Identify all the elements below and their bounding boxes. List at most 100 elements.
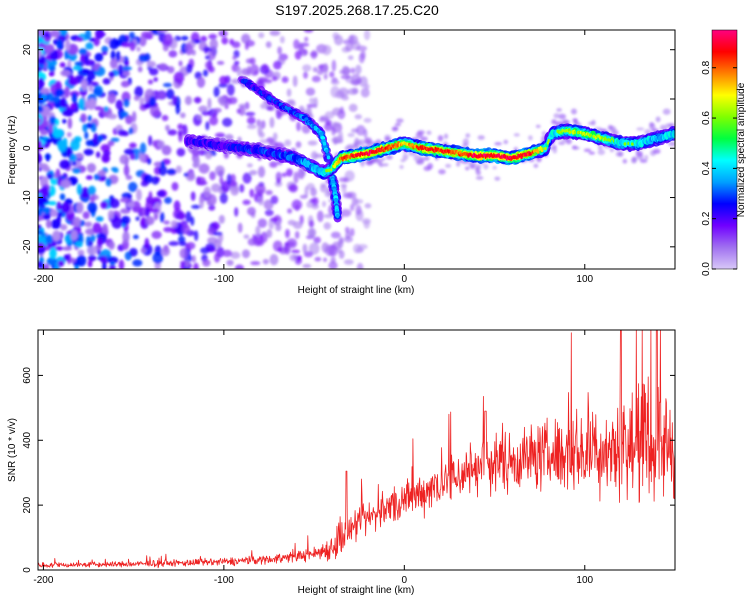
spectrogram-noise-blob — [101, 51, 108, 56]
spectrogram-noise-blob — [198, 163, 210, 174]
spectrogram-noise-blob — [349, 228, 355, 237]
spectrogram-halo-blob — [615, 151, 622, 157]
spectrogram-noise-blob — [219, 176, 224, 185]
spectrogram-noise-blob — [175, 165, 182, 174]
spectrogram-noise-blob — [49, 49, 59, 61]
spectrogram-noise-blob — [303, 71, 308, 79]
spectrogram-noise-blob — [84, 59, 96, 66]
spectrogram-noise-blob — [85, 139, 93, 147]
spectrogram-noise-blob — [222, 117, 233, 127]
spectrogram-noise-blob — [118, 259, 125, 269]
spectrogram-noise-blob — [209, 171, 216, 181]
spectrogram-noise-blob — [177, 236, 186, 243]
y-tick-label: 600 — [22, 367, 33, 384]
spectrogram-noise-blob — [269, 116, 275, 129]
spectrogram-noise-blob — [256, 119, 261, 127]
spectrogram-noise-blob — [193, 157, 201, 167]
spectrogram-noise-blob — [62, 246, 73, 251]
spectrogram-noise-blob — [50, 83, 56, 94]
spectrogram-noise-blob — [40, 87, 50, 94]
spectrogram-noise-blob — [60, 97, 67, 109]
spectrogram-noise-blob — [194, 230, 199, 242]
spectrogram-noise-blob — [321, 200, 327, 208]
spectrogram-noise-blob — [340, 208, 352, 217]
spectrogram-noise-blob — [277, 247, 283, 252]
spectrogram-noise-blob — [347, 88, 359, 95]
spectrogram-noise-blob — [139, 142, 147, 155]
spectrogram-noise-blob — [129, 247, 138, 257]
spectrogram-noise-blob — [157, 140, 165, 149]
spectrogram-noise-blob — [108, 71, 115, 78]
spectrogram-y-axis-label: Frequency (Hz) — [7, 116, 18, 185]
spectrogram-noise-blob — [95, 216, 104, 222]
spectrogram-noise-blob — [142, 103, 153, 109]
spectrogram-noise-blob — [72, 161, 77, 166]
spectrogram-noise-blob — [287, 219, 296, 226]
spectrogram-noise-blob — [231, 41, 241, 49]
spectrogram-noise-blob — [178, 212, 186, 220]
spectrogram-noise-blob — [38, 201, 44, 208]
spectrogram-noise-blob — [119, 197, 130, 203]
spectrogram-halo-blob — [394, 122, 401, 127]
spectrogram-noise-blob — [310, 150, 318, 161]
spectrogram-halo-blob — [591, 119, 596, 126]
spectrogram-noise-blob — [214, 165, 225, 176]
spectrogram-noise-blob — [45, 138, 53, 144]
spectrogram-noise-blob — [166, 168, 176, 175]
spectrogram-noise-blob — [347, 55, 354, 61]
spectrogram-noise-blob — [181, 224, 191, 235]
spectrogram-noise-blob — [331, 126, 336, 136]
spectrogram-noise-blob — [319, 184, 328, 193]
spectrogram-ridge-segment — [337, 160, 341, 164]
spectrogram-noise-blob — [238, 105, 246, 116]
spectrogram-noise-blob — [250, 261, 261, 266]
spectrogram-noise-blob — [38, 35, 42, 45]
spectrogram-noise-blob — [232, 55, 237, 61]
spectrogram-noise-blob — [205, 121, 210, 131]
spectrogram-halo-blob — [609, 148, 614, 153]
spectrogram-noise-blob — [147, 79, 154, 85]
spectrogram-lower-branch-segment — [336, 213, 340, 219]
x-tick-label: -200 — [33, 274, 53, 285]
snr-marks — [38, 330, 675, 569]
spectrogram-noise-blob — [205, 151, 212, 160]
spectrogram-noise-blob — [76, 37, 84, 42]
spectrogram-noise-blob — [190, 216, 195, 226]
y-tick-label: 10 — [22, 93, 33, 105]
spectrogram-noise-blob — [115, 50, 121, 62]
spectrogram-noise-blob — [339, 106, 344, 114]
spectrogram-noise-blob — [38, 243, 45, 249]
snr-series-line — [38, 330, 675, 569]
spectrogram-noise-blob — [217, 96, 227, 104]
spectrogram-noise-blob — [178, 130, 183, 143]
spectrogram-x-ticks: -200 -100 0 100 — [33, 30, 594, 285]
spectrogram-noise-blob — [67, 117, 73, 130]
spectrogram-noise-blob — [304, 36, 309, 42]
spectrogram-noise-blob — [249, 170, 258, 176]
spectrogram-ridge-segment — [630, 142, 634, 146]
spectrogram-noise-blob — [103, 106, 109, 112]
spectrogram-noise-blob — [293, 171, 299, 184]
spectrogram-noise-blob — [310, 187, 317, 197]
spectrogram-noise-blob — [38, 106, 44, 113]
spectrogram-noise-blob — [70, 103, 76, 110]
spectrogram-noise-blob — [38, 224, 42, 230]
x-tick-label: -100 — [214, 575, 234, 586]
spectrogram-noise-blob — [129, 142, 137, 149]
spectrogram-noise-blob — [197, 149, 208, 156]
spectrogram-noise-blob — [107, 113, 118, 120]
spectrogram-noise-blob — [138, 35, 147, 47]
spectrogram-ridge-segment — [542, 146, 544, 151]
spectrogram-noise-blob — [247, 206, 256, 216]
spectrogram-noise-blob — [185, 211, 192, 223]
colorbar-tick-label: 0.4 — [701, 161, 712, 175]
spectrogram-noise-blob — [199, 197, 205, 209]
spectrogram-noise-blob — [353, 243, 362, 254]
spectrogram-noise-blob — [94, 52, 104, 62]
spectrogram-noise-blob — [124, 59, 130, 67]
spectrogram-noise-blob — [38, 151, 41, 163]
spectrogram-noise-blob — [86, 245, 98, 256]
spectrogram-noise-blob — [303, 30, 314, 33]
spectrogram-noise-blob — [92, 88, 102, 95]
spectrogram-noise-blob — [305, 87, 316, 96]
